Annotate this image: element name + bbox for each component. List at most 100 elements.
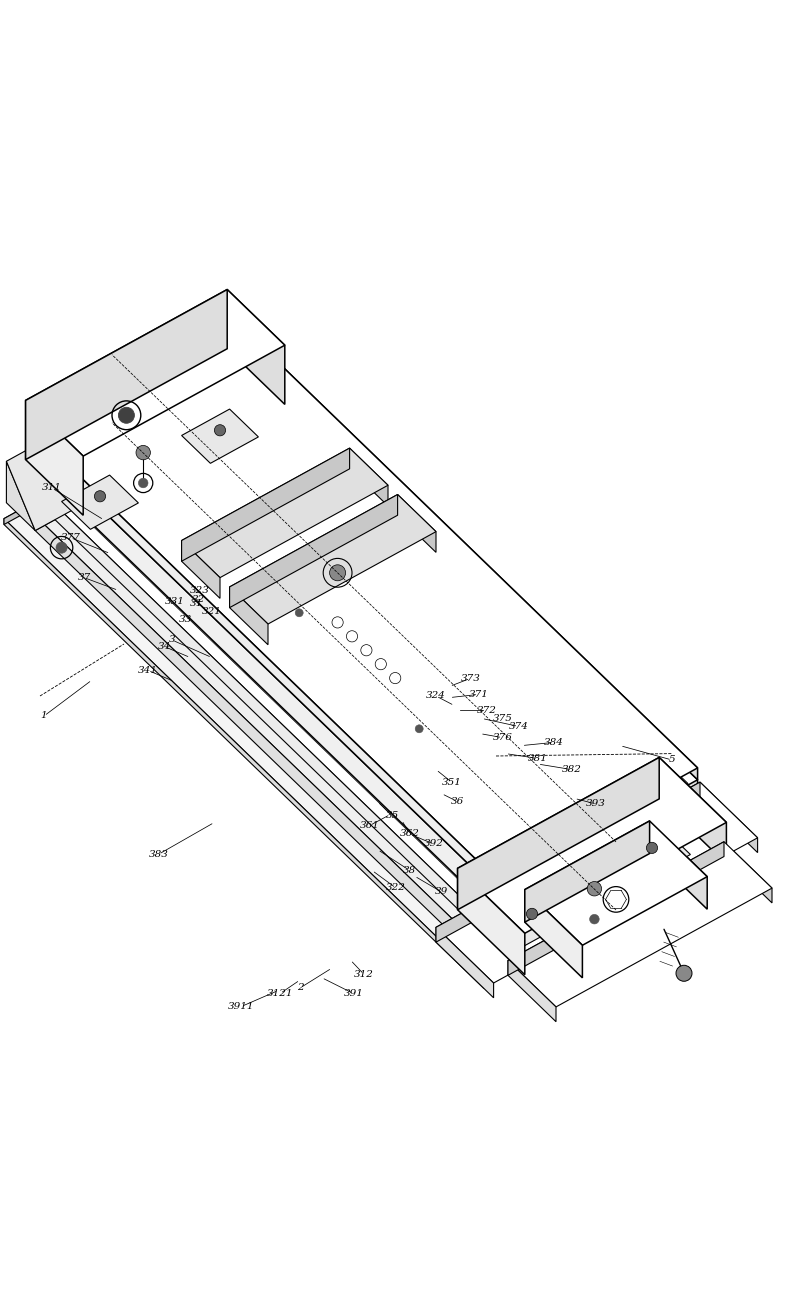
Polygon shape	[160, 380, 251, 438]
Text: 3911: 3911	[228, 1002, 255, 1011]
Circle shape	[138, 478, 148, 487]
Polygon shape	[182, 448, 388, 578]
Polygon shape	[26, 400, 83, 516]
Circle shape	[415, 724, 423, 732]
Polygon shape	[47, 378, 263, 512]
Circle shape	[253, 543, 259, 550]
Circle shape	[295, 609, 303, 617]
Text: 32: 32	[192, 595, 205, 604]
Text: 3: 3	[169, 635, 175, 644]
Polygon shape	[107, 433, 549, 864]
Polygon shape	[182, 410, 258, 464]
Polygon shape	[4, 373, 268, 525]
Text: 31: 31	[190, 600, 202, 609]
Text: 5: 5	[669, 756, 675, 765]
Circle shape	[94, 491, 106, 502]
Polygon shape	[59, 485, 501, 920]
Polygon shape	[26, 289, 285, 456]
Polygon shape	[59, 434, 592, 911]
Text: 362: 362	[400, 829, 419, 839]
Text: 377: 377	[61, 533, 80, 542]
Text: 382: 382	[562, 765, 582, 774]
Polygon shape	[230, 495, 436, 625]
Polygon shape	[35, 384, 275, 530]
Circle shape	[493, 775, 499, 781]
Circle shape	[526, 908, 538, 919]
Text: 38: 38	[403, 866, 416, 875]
Polygon shape	[54, 464, 496, 914]
Text: 37: 37	[78, 573, 90, 582]
Text: 373: 373	[461, 674, 480, 683]
Polygon shape	[150, 434, 592, 871]
Polygon shape	[246, 356, 688, 788]
Polygon shape	[6, 329, 275, 530]
Text: 331: 331	[165, 597, 184, 607]
Polygon shape	[35, 384, 717, 942]
Polygon shape	[182, 448, 350, 561]
Text: 375: 375	[493, 714, 512, 723]
Text: 39: 39	[435, 888, 448, 897]
Polygon shape	[458, 757, 659, 910]
Circle shape	[676, 966, 692, 981]
Polygon shape	[230, 495, 398, 608]
Text: 351: 351	[442, 778, 462, 787]
Text: 3121: 3121	[266, 989, 294, 998]
Polygon shape	[700, 781, 758, 853]
Polygon shape	[160, 429, 602, 866]
Polygon shape	[59, 434, 150, 494]
Polygon shape	[160, 380, 693, 857]
Text: 381: 381	[528, 754, 547, 763]
Polygon shape	[203, 356, 246, 385]
Polygon shape	[256, 353, 698, 804]
Polygon shape	[525, 820, 707, 945]
Circle shape	[349, 635, 355, 642]
Polygon shape	[6, 461, 35, 530]
Polygon shape	[268, 373, 748, 844]
Polygon shape	[494, 893, 570, 947]
Text: 384: 384	[544, 737, 563, 746]
Text: 393: 393	[586, 800, 606, 809]
Polygon shape	[436, 928, 494, 998]
Polygon shape	[525, 820, 650, 923]
Polygon shape	[230, 587, 268, 645]
Text: 383: 383	[149, 850, 168, 859]
Polygon shape	[251, 380, 693, 815]
Polygon shape	[227, 289, 285, 404]
Text: 33: 33	[179, 616, 192, 625]
Circle shape	[136, 446, 150, 460]
Polygon shape	[458, 868, 525, 975]
Text: 311: 311	[42, 483, 62, 492]
Text: 2: 2	[297, 984, 303, 993]
Text: 374: 374	[509, 722, 528, 731]
Polygon shape	[350, 448, 388, 505]
Text: 321: 321	[202, 608, 222, 617]
Text: 323: 323	[190, 586, 210, 595]
Polygon shape	[54, 341, 698, 879]
Polygon shape	[64, 433, 107, 461]
Polygon shape	[508, 841, 772, 1007]
Polygon shape	[458, 757, 726, 933]
Polygon shape	[182, 540, 220, 599]
Polygon shape	[54, 452, 496, 890]
Polygon shape	[275, 384, 717, 826]
Circle shape	[590, 915, 599, 924]
Text: 371: 371	[469, 689, 488, 699]
Polygon shape	[659, 757, 726, 864]
Polygon shape	[508, 960, 556, 1021]
Text: 1: 1	[41, 712, 47, 721]
Polygon shape	[436, 781, 700, 942]
Polygon shape	[47, 498, 489, 940]
Circle shape	[646, 842, 658, 854]
Polygon shape	[263, 378, 705, 820]
Polygon shape	[54, 341, 256, 464]
Text: 34: 34	[158, 642, 170, 651]
Polygon shape	[203, 356, 688, 807]
Polygon shape	[62, 476, 138, 529]
Circle shape	[587, 881, 602, 896]
Polygon shape	[47, 378, 705, 924]
Text: 341: 341	[138, 666, 158, 675]
Text: 322: 322	[386, 884, 406, 893]
Polygon shape	[525, 889, 582, 978]
Text: 391: 391	[344, 989, 363, 998]
Polygon shape	[650, 820, 707, 910]
